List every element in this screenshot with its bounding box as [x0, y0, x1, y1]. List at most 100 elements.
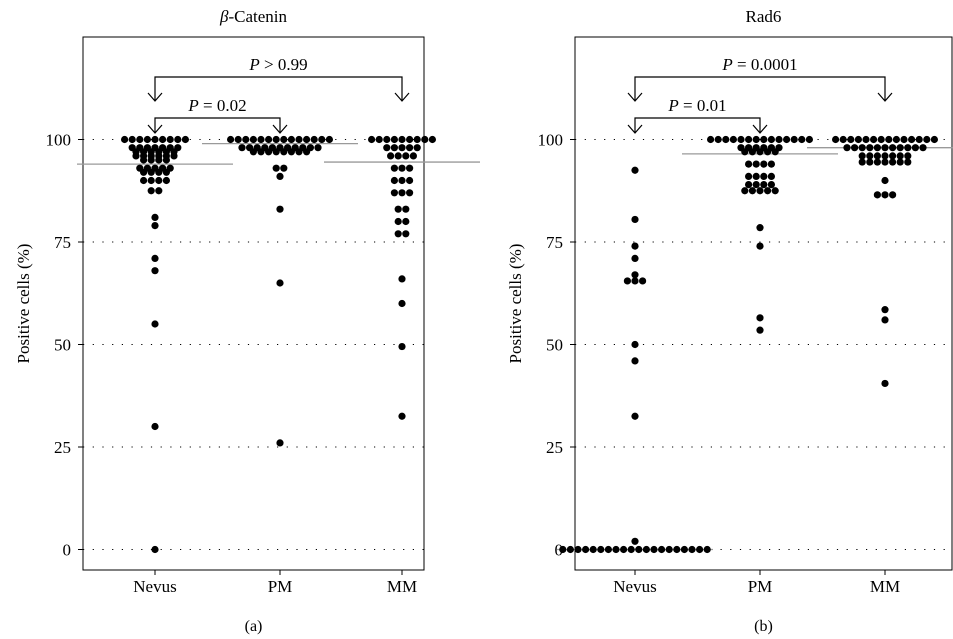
panel-a-y-axis-label: Positive cells (%) [14, 244, 33, 364]
panel-b-point-nevus [627, 545, 635, 554]
panel-b-y-tick-label: 75 [546, 233, 563, 252]
panel-a-plot-frame [82, 36, 425, 571]
panel-b-point-mm [930, 135, 939, 144]
panel-b-point-pm [760, 135, 768, 144]
panel-b-point-pm [745, 135, 753, 144]
panel-a-point-pm [310, 135, 318, 144]
panel-a-point-mm [398, 189, 406, 197]
panel-b-p-value-nevus-mm: P = 0.0001 [721, 55, 797, 74]
panel-a-panel-letter: (a) [245, 618, 263, 635]
panel-b-point-pm [760, 181, 768, 189]
panel-a-x-tick-label: PM [268, 577, 293, 596]
panel-a-point-pm [265, 135, 273, 144]
panel-a-point-pm [272, 148, 280, 156]
panel-b-point-nevus [574, 545, 582, 554]
panel-b-point-mm [851, 144, 859, 152]
panel-a-point-pm [234, 135, 242, 144]
panel-b-point-mm [881, 144, 889, 152]
panel-b-point-nevus [631, 277, 639, 285]
panel-b-point-mm [881, 176, 889, 185]
panel-b-point-nevus [566, 545, 575, 554]
panel-b-point-nevus [673, 545, 681, 554]
panel-a-point-pm [276, 205, 284, 213]
panel-b-point-pm [745, 172, 753, 180]
panel-a-point-mm [394, 230, 402, 238]
panel-b-point-mm [873, 191, 882, 199]
panel-b-panel-letter: (b) [754, 618, 773, 635]
panel-a-point-nevus [155, 168, 163, 176]
panel-b-x-tick-label: Nevus [613, 577, 656, 596]
panel-b-point-mm [877, 135, 885, 144]
panel-b-bracket-nevus-pm-arrowhead [627, 124, 643, 134]
panel-a-point-pm [249, 135, 257, 144]
panel-a-point-mm [383, 135, 391, 144]
panel-a-point-mm [406, 164, 414, 172]
panel-a-point-nevus [166, 135, 174, 144]
panel-b-point-mm [858, 152, 866, 160]
panel-a-point-pm [276, 279, 284, 287]
panel-a-point-nevus [151, 267, 159, 275]
panel-b-point-mm [892, 135, 901, 144]
panel-b-point-nevus [635, 545, 643, 554]
panel-a-point-pm [249, 148, 257, 156]
panel-b-point-mm [881, 191, 889, 199]
panel-a-point-nevus [159, 135, 167, 144]
panel-b-point-pm [722, 135, 730, 144]
panel-b-point-pm [764, 148, 772, 156]
panel-b-point-mm [881, 379, 889, 388]
panel-a-point-nevus [155, 156, 163, 164]
panel-b-point-mm [866, 152, 874, 160]
panel-b-point-mm [858, 158, 866, 166]
panel-a-point-mm [402, 217, 410, 226]
panel-b-point-mm [854, 135, 863, 144]
panel-b-point-mm [904, 144, 912, 152]
panel-b-point-mm [900, 135, 908, 144]
panel-a-point-pm [242, 135, 250, 144]
p-value-text: = 0.02 [199, 96, 247, 115]
panel-a-x-tick-label: MM [387, 577, 417, 596]
panel-b-point-nevus [680, 545, 689, 554]
panel-a-point-nevus [155, 176, 163, 185]
panel-b-point-mm [881, 158, 889, 166]
panel-b-title: Rad6 [746, 7, 782, 26]
panel-a-point-pm [280, 135, 288, 144]
panel-a-point-mm [390, 176, 398, 185]
panel-a-point-mm [394, 205, 402, 213]
panel-b-point-nevus [597, 545, 605, 554]
panel-a-point-pm [238, 144, 246, 152]
panel-b-y-tick-label: 100 [538, 131, 564, 150]
panel-a-bracket-nevus-pm-arrowhead [147, 124, 163, 134]
panel-b-bracket-nevus-mm-arrowhead [627, 92, 643, 102]
panel-a-point-nevus [147, 187, 155, 195]
panel-b-point-pm [748, 148, 757, 156]
panel-b-bracket-nevus-mm-arrowhead [877, 92, 893, 102]
panel-a-y-tick-label: 50 [54, 336, 71, 355]
p-symbol: P [248, 55, 259, 74]
panel-a-point-mm [375, 135, 383, 144]
panel-b-point-mm [915, 135, 923, 144]
panel-a-point-mm [406, 176, 414, 185]
panel-a-point-mm [398, 342, 406, 351]
panel-a-point-mm [398, 275, 406, 283]
panel-a-point-mm [413, 144, 421, 152]
panel-b-point-mm [866, 144, 874, 152]
panel-a-point-nevus [147, 156, 155, 164]
panel-a-point-pm [272, 164, 280, 172]
panel-a-point-mm [406, 189, 414, 197]
panel-b-point-mm [889, 152, 897, 160]
panel-b-point-pm [767, 181, 776, 189]
panel-b-point-nevus [612, 545, 620, 554]
panel-b-point-nevus [631, 166, 639, 174]
p-value-text: > 0.99 [260, 55, 308, 74]
panel-b-point-pm [756, 242, 764, 250]
panel-b-point-nevus [631, 412, 639, 420]
panel-a-point-pm [287, 135, 295, 144]
panel-b-point-mm [862, 135, 870, 144]
panel-b-point-mm [832, 135, 840, 144]
panel-a-point-mm [406, 144, 414, 152]
panel-a-point-nevus [181, 135, 189, 144]
panel-b-point-mm [843, 144, 851, 152]
